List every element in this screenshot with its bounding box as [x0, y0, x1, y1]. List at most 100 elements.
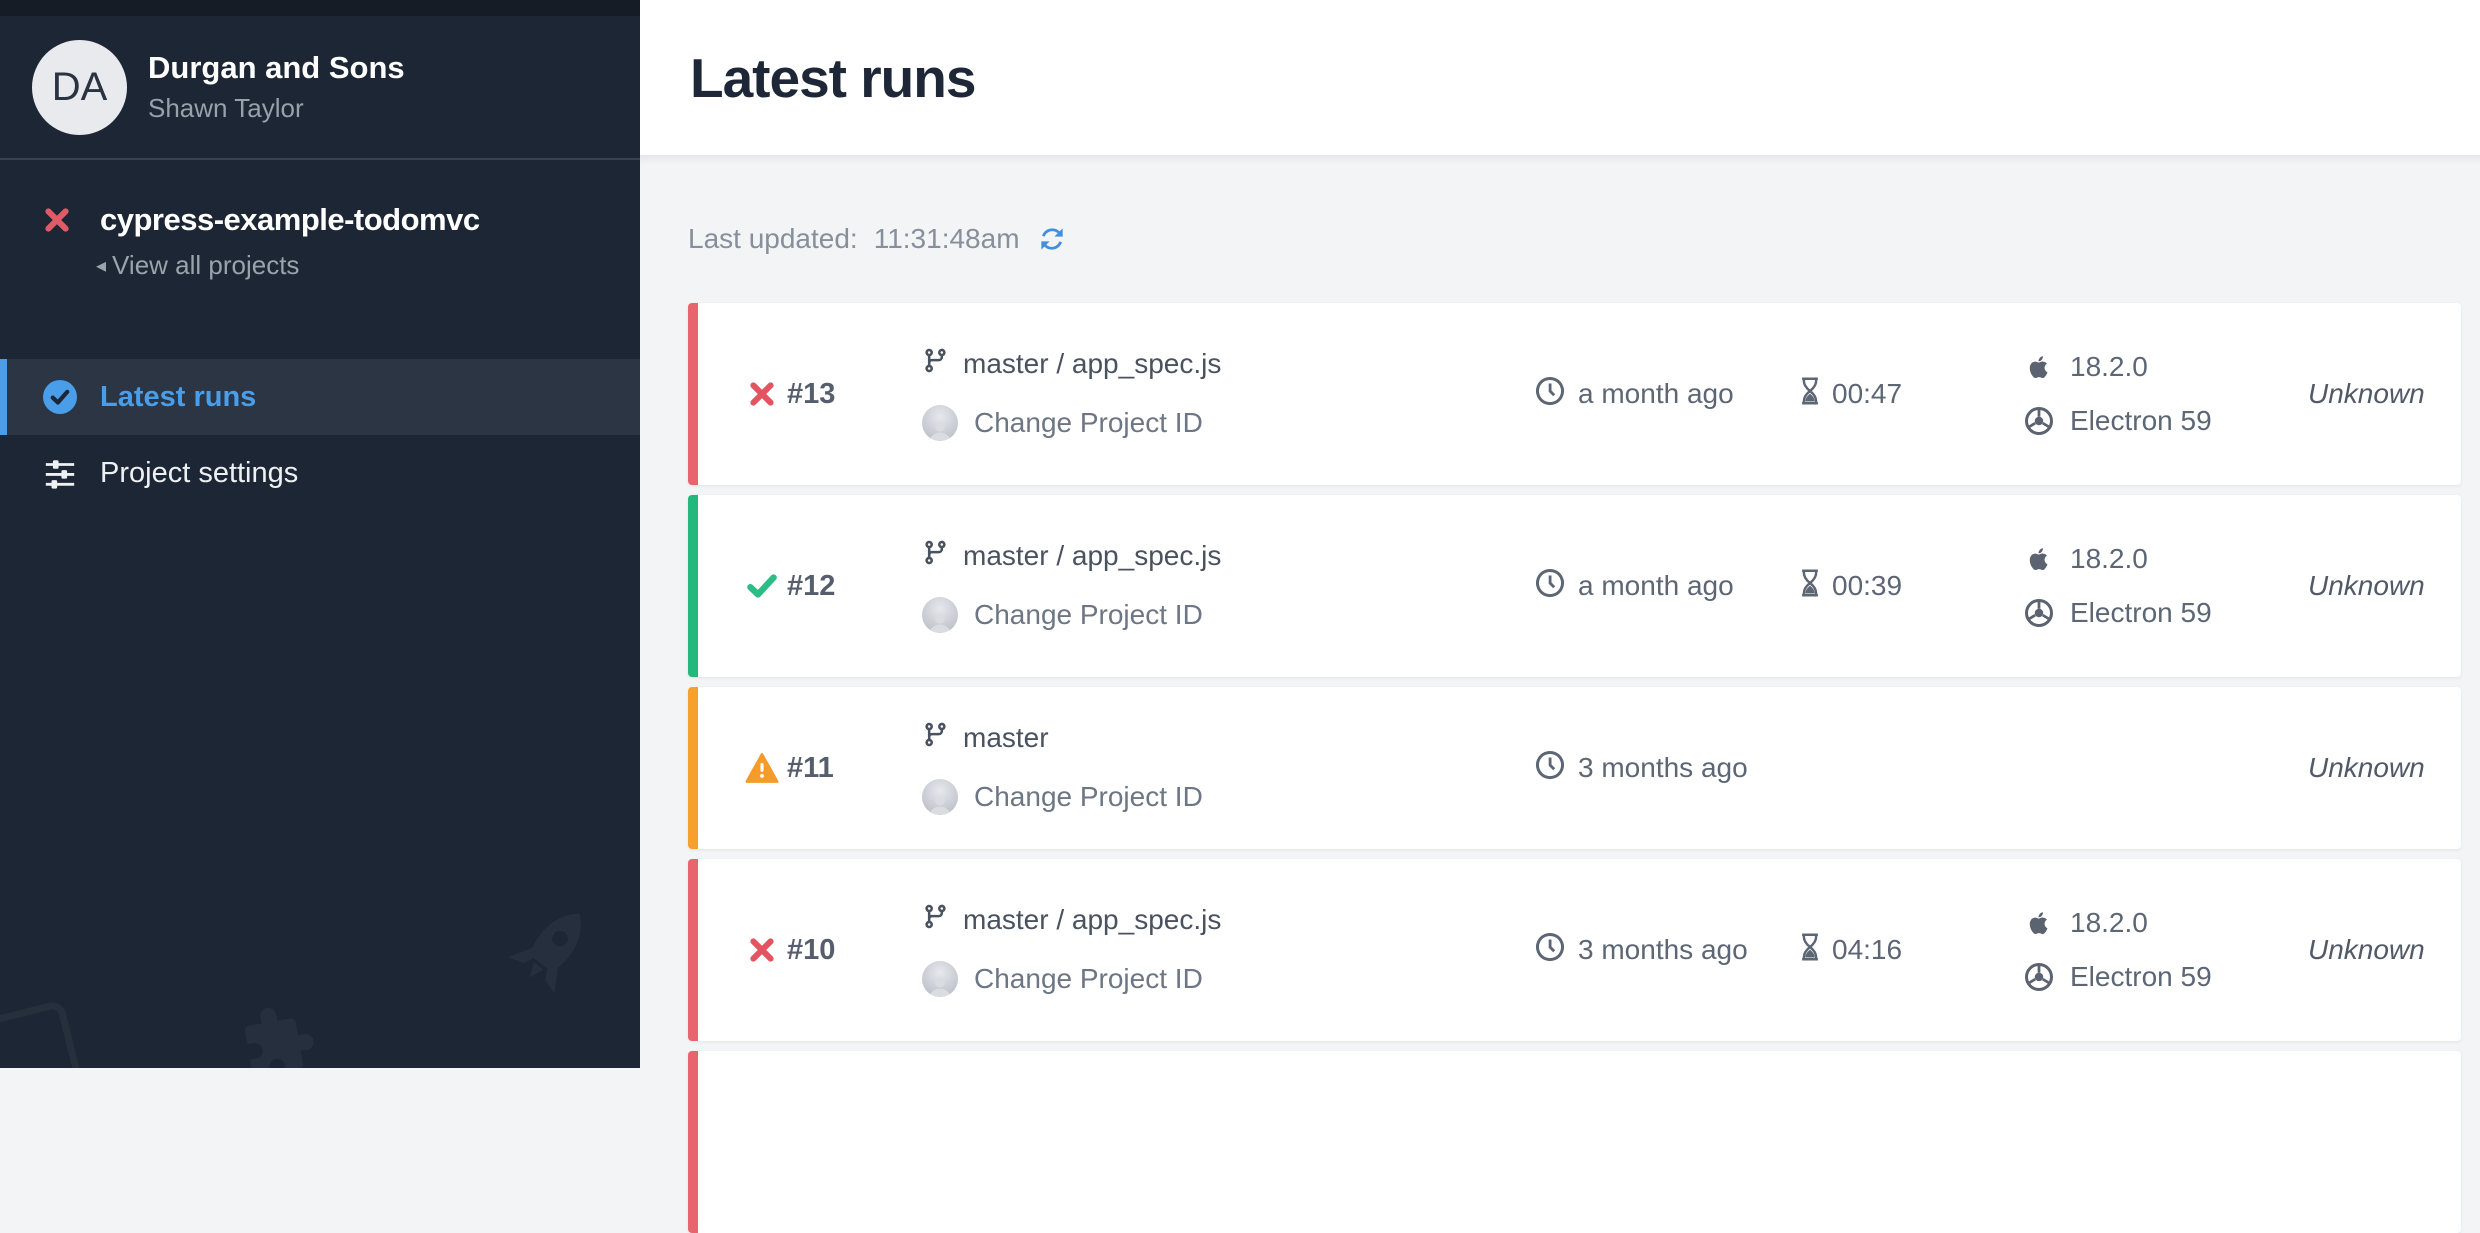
org-name: Durgan and Sons	[148, 50, 405, 86]
run-status: #10	[745, 934, 922, 967]
last-updated-time: 11:31:48am	[873, 223, 1020, 254]
run-duration-value: 00:39	[1832, 570, 1903, 601]
run-branch-spec: master	[963, 722, 1049, 753]
run-duration-value: 00:47	[1832, 378, 1903, 409]
run-browser: Electron 59	[2070, 405, 2212, 436]
commit-author-avatar	[922, 779, 958, 815]
electron-icon	[2023, 962, 2055, 992]
run-row[interactable]: #11 master	[688, 687, 2461, 849]
puzzle-decoration-icon	[244, 1007, 314, 1068]
electron-icon	[2023, 406, 2055, 436]
run-browser: Electron 59	[2070, 597, 2212, 628]
view-all-projects-label: View all projects	[112, 250, 300, 280]
run-number: #12	[787, 569, 836, 602]
run-row[interactable]: #10 master / app_spec.js	[688, 859, 2461, 1041]
run-environment: 18.2.0 Electron 59	[2023, 351, 2308, 437]
sidebar-item-label: Latest runs	[100, 380, 257, 413]
git-branch-icon	[922, 539, 949, 573]
run-time-ago: a month ago	[1578, 378, 1734, 409]
run-time-ago: 3 months ago	[1578, 934, 1748, 965]
run-duration: 04:16	[1796, 933, 2023, 968]
run-commit-message: Change Project ID	[974, 599, 1203, 630]
last-updated-label: Last updated:	[688, 223, 858, 254]
clock-icon	[1535, 568, 1565, 605]
project-row: cypress-example-todomvc	[42, 202, 610, 238]
run-row[interactable]: #12 master / app_spec.js	[688, 495, 2461, 677]
run-status: #13	[745, 378, 922, 411]
run-commit-info: master / app_spec.js Change Project ID	[922, 903, 1535, 997]
run-number: #11	[787, 751, 834, 784]
run-os-version: 18.2.0	[2070, 543, 2148, 574]
sidebar-item-project-settings[interactable]: Project settings	[0, 435, 640, 511]
run-branch-spec: master / app_spec.js	[963, 348, 1222, 379]
apple-icon	[2023, 351, 2055, 383]
runs-list: #13 master / app_spec.js	[688, 303, 2461, 1233]
hourglass-icon	[1796, 569, 1824, 604]
run-commit-info: master / app_spec.js Change Project ID	[922, 539, 1535, 633]
run-number: #10	[787, 933, 836, 966]
commit-author-avatar	[922, 405, 958, 441]
run-status-bar	[688, 859, 698, 1041]
warning-triangle-icon	[745, 752, 779, 784]
run-time: a month ago	[1535, 376, 1796, 413]
sliders-icon	[42, 456, 78, 490]
run-branch-spec: master / app_spec.js	[963, 540, 1222, 571]
view-all-projects-link[interactable]: ◂ View all projects	[96, 250, 610, 281]
run-duration-value: 04:16	[1832, 934, 1903, 965]
run-status-bar	[688, 303, 698, 485]
run-commit-message: Change Project ID	[974, 963, 1203, 994]
run-result: Unknown	[2308, 570, 2425, 601]
sidebar-item-label: Project settings	[100, 456, 299, 489]
main-header: Latest runs	[640, 0, 2480, 155]
commit-author-avatar	[922, 961, 958, 997]
project-name: cypress-example-todomvc	[100, 202, 480, 237]
run-time: a month ago	[1535, 568, 1796, 605]
run-environment: 18.2.0 Electron 59	[2023, 543, 2308, 629]
run-browser: Electron 59	[2070, 961, 2212, 992]
run-status: #11	[745, 752, 922, 785]
project-section: cypress-example-todomvc ◂ View all proje…	[0, 160, 640, 281]
run-environment: 18.2.0 Electron 59	[2023, 907, 2308, 993]
org-header[interactable]: DA Durgan and Sons Shawn Taylor	[0, 0, 640, 160]
sidebar-top-strip	[0, 0, 640, 16]
check-circle-icon	[42, 380, 78, 414]
run-status-bar	[688, 1051, 698, 1233]
git-branch-icon	[922, 903, 949, 937]
run-commit-info: master / app_spec.js Change Project ID	[922, 347, 1535, 441]
run-branch-spec: master / app_spec.js	[963, 904, 1222, 935]
apple-icon	[2023, 543, 2055, 575]
run-os-version: 18.2.0	[2070, 351, 2148, 382]
org-info: Durgan and Sons Shawn Taylor	[148, 50, 405, 124]
run-number: #13	[787, 377, 836, 410]
run-row[interactable]: #13 master / app_spec.js	[688, 303, 2461, 485]
org-user: Shawn Taylor	[148, 92, 304, 123]
run-time: 3 months ago	[1535, 932, 1796, 969]
sidebar-item-latest-runs[interactable]: Latest runs	[0, 359, 640, 435]
clock-icon	[1535, 750, 1565, 787]
page-title: Latest runs	[690, 46, 976, 109]
sidebar-nav: Latest runs Project settings	[0, 359, 640, 511]
hourglass-icon	[1796, 377, 1824, 412]
run-time-ago: 3 months ago	[1578, 752, 1748, 783]
rocket-decoration-icon	[508, 913, 581, 994]
main-area: Latest runs Last updated: 11:31:48am	[640, 0, 2480, 1233]
electron-icon	[2023, 598, 2055, 628]
org-avatar-initials: DA	[51, 64, 108, 109]
run-time-ago: a month ago	[1578, 570, 1734, 601]
run-os-version: 18.2.0	[2070, 907, 2148, 938]
run-duration: 00:39	[1796, 569, 2023, 604]
run-duration: 00:47	[1796, 377, 2023, 412]
failed-x-icon	[745, 935, 779, 965]
run-status-bar	[688, 687, 698, 849]
commit-author-avatar	[922, 597, 958, 633]
run-commit-message: Change Project ID	[974, 407, 1203, 438]
clock-icon	[1535, 376, 1565, 413]
hourglass-icon	[1796, 933, 1824, 968]
org-avatar: DA	[32, 39, 127, 135]
refresh-icon[interactable]	[1036, 223, 1068, 255]
left-triangle-icon: ◂	[96, 255, 107, 277]
run-row-partial[interactable]	[688, 1051, 2461, 1233]
run-commit-info: master Change Project ID	[922, 721, 1535, 815]
project-failed-status-icon	[42, 205, 72, 235]
